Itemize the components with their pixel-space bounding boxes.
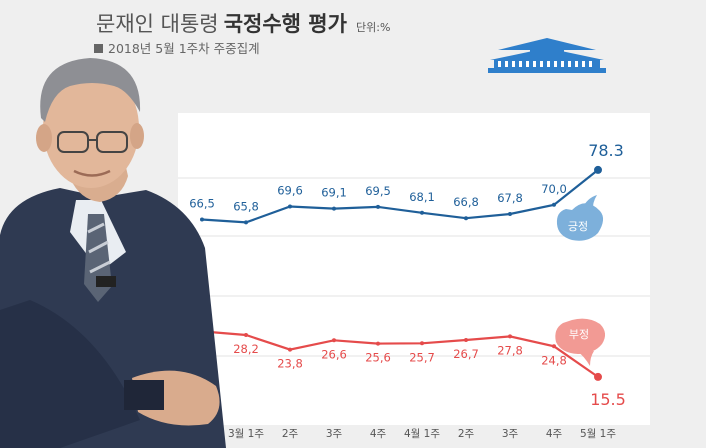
data-point: [376, 341, 380, 346]
data-point: [552, 202, 556, 207]
data-label: 25,7: [409, 350, 435, 364]
data-label: 23,8: [277, 357, 303, 371]
data-point: [200, 217, 204, 222]
data-label: 66,5: [189, 197, 215, 211]
data-point: [288, 204, 292, 209]
x-tick-label: 3주: [502, 428, 519, 440]
square-bullet-icon: [94, 44, 103, 53]
x-tick-label: 2주: [458, 428, 475, 440]
data-label: 78.3: [588, 141, 624, 160]
chart-title-bold: 국정수행 평가: [223, 12, 347, 36]
legend-bubble-negative: 부정: [555, 318, 606, 366]
data-label: 15.5: [590, 390, 626, 409]
data-point: [464, 216, 468, 221]
data-label: 69,5: [365, 184, 391, 198]
legend-bubble-positive: 긍정: [556, 195, 604, 241]
president-photo: [0, 58, 226, 448]
data-point: [376, 204, 380, 209]
chart-title-light: 문재인 대통령: [96, 12, 219, 36]
series-line-negative: [201, 330, 599, 378]
data-label: 65,8: [233, 199, 259, 213]
chart-title: 문재인 대통령 국정수행 평가 단위:%: [96, 8, 390, 38]
chart-subtitle: 2018년 5월 1주차 주중집계: [94, 38, 260, 57]
data-label: 28,2: [233, 342, 259, 356]
x-tick-label: 4주: [370, 428, 387, 440]
data-label: 66,8: [453, 195, 479, 209]
x-tick-label: 3주: [326, 428, 343, 440]
data-point: [332, 206, 336, 211]
data-label: 70,0: [541, 182, 567, 196]
x-tick-label: 4주: [546, 428, 563, 440]
blue-house-icon: [488, 38, 606, 73]
data-label: 26,7: [453, 347, 479, 361]
series-line-positive: [201, 169, 599, 224]
x-tick-label: 4월 1주: [404, 428, 440, 440]
data-point: [420, 341, 424, 346]
x-tick-label: 3월 1주: [228, 428, 264, 440]
unit-label: 단위:%: [356, 21, 391, 34]
data-label: 26,6: [321, 347, 347, 361]
data-point: [594, 165, 602, 174]
x-tick-label: 5월 1주: [580, 428, 616, 440]
data-label: 67,8: [497, 191, 523, 205]
grid-lines: [178, 177, 650, 357]
data-label: 24,8: [541, 353, 567, 367]
series-marks: [200, 165, 602, 381]
data-label: 68,1: [409, 190, 435, 204]
data-point: [244, 333, 248, 337]
data-point: [332, 338, 336, 343]
data-point: [464, 338, 468, 342]
data-point: [594, 372, 602, 381]
data-label: 69,1: [321, 186, 347, 200]
chart-subtitle-text: 2018년 5월 1주차 주중집계: [108, 41, 260, 56]
legend-label-positive: 긍정: [568, 220, 588, 233]
legend-label-negative: 부정: [569, 328, 589, 341]
data-label: 25,6: [365, 351, 391, 365]
data-point: [508, 212, 512, 216]
data-point: [288, 347, 292, 352]
data-point: [552, 344, 556, 349]
data-label: 27,8: [497, 343, 523, 357]
data-point: [244, 220, 248, 225]
data-point: [508, 334, 512, 339]
x-tick-label: 2주: [282, 428, 299, 440]
data-point: [420, 210, 424, 215]
plot-area: [178, 113, 650, 425]
data-label: 69,6: [277, 184, 303, 198]
